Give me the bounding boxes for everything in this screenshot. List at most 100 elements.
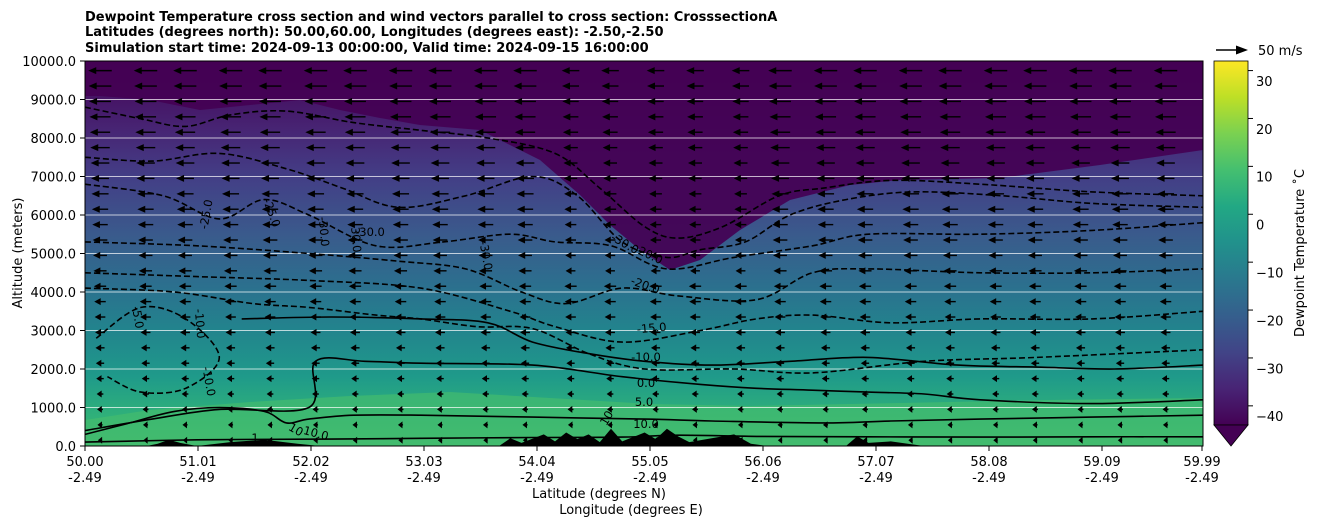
quiver-key-arrow-icon (1216, 45, 1248, 55)
wind-arrow (1032, 405, 1038, 413)
wind-arrow (226, 359, 235, 367)
wind-arrow (346, 205, 364, 213)
wind-arrow (176, 174, 194, 182)
wind-arrow (602, 128, 618, 136)
wind-arrow (821, 375, 830, 383)
wind-arrow (139, 282, 152, 290)
y-axis-label: Altitude (meters) (11, 198, 26, 309)
wind-arrow (140, 328, 151, 336)
wind-arrow (567, 421, 574, 429)
wind-arrow (992, 405, 999, 413)
wind-arrow (992, 390, 999, 398)
wind-arrow (688, 174, 702, 182)
dry-air-intrusion (85, 61, 1203, 270)
wind-arrow (602, 144, 618, 152)
wind-arrow (818, 236, 833, 244)
wind-arrow (264, 298, 276, 306)
wind-arrow (605, 267, 615, 275)
wind-arrow (993, 436, 998, 444)
wind-arrow (940, 144, 960, 152)
wind-arrow (602, 113, 618, 121)
wind-arrow (343, 67, 367, 75)
wind-arrow (1074, 282, 1087, 290)
x-tick-lat-label: 58.08 (970, 455, 1007, 470)
wind-arrow (88, 67, 112, 75)
wind-arrow (860, 344, 870, 352)
wind-arrow (817, 205, 834, 213)
wind-arrow (944, 298, 956, 306)
wind-arrow (344, 128, 366, 136)
y-tick-label: 7000.0 (31, 171, 77, 186)
wind-arrow (308, 236, 323, 244)
wind-arrow (309, 298, 322, 306)
x-axis-label-latitude: Latitude (degrees N) (532, 487, 666, 502)
wind-arrow (943, 282, 957, 290)
wind-arrow (1029, 313, 1041, 321)
wind-arrow (436, 390, 444, 398)
wind-arrow (1112, 236, 1128, 244)
wind-arrow (819, 298, 832, 306)
y-tick-label: 0.0 (55, 440, 76, 455)
wind-arrow (391, 159, 410, 167)
wind-arrow (221, 159, 240, 167)
wind-arrow (306, 190, 325, 198)
quiver-key-label: 50 m/s (1258, 44, 1303, 59)
wind-arrow (686, 67, 704, 75)
wind-arrow (218, 67, 243, 75)
wind-arrow (562, 113, 579, 121)
wind-arrow (393, 251, 408, 259)
wind-arrow (350, 328, 360, 336)
wind-arrow (1070, 144, 1091, 152)
x-tick-lon-label: -2.49 (746, 471, 780, 486)
contour-label: -30.0 (476, 239, 495, 271)
wind-arrow (561, 67, 580, 75)
wind-arrow (773, 267, 787, 275)
wind-arrow (516, 190, 534, 198)
wind-arrow (180, 359, 190, 367)
contour-line (85, 106, 1203, 239)
wind-arrow (263, 251, 277, 259)
wind-arrow (134, 82, 157, 90)
wind-arrow (731, 67, 750, 75)
wind-arrow (175, 144, 195, 152)
y-tick-label: 8000.0 (31, 132, 77, 147)
wind-arrow (1077, 405, 1084, 413)
wind-arrow (987, 205, 1004, 213)
wind-arrow (692, 421, 698, 429)
wind-arrow (938, 67, 962, 75)
wind-arrow (1072, 205, 1089, 213)
wind-arrow (1071, 174, 1090, 182)
wind-arrow (772, 221, 788, 229)
wind-arrow (820, 344, 831, 352)
wind-arrow (772, 236, 788, 244)
contour-label: -10.0 (631, 350, 661, 364)
wind-arrow (947, 405, 953, 413)
wind-arrow (178, 267, 192, 275)
wind-arrow (1108, 82, 1132, 90)
wind-arrow (1073, 251, 1088, 259)
wind-arrow (689, 221, 701, 229)
wind-arrow (564, 205, 577, 213)
wind-arrow (482, 405, 489, 413)
wind-arrow (1159, 298, 1172, 306)
wind-arrow (428, 67, 452, 75)
wind-arrow (265, 328, 275, 336)
wind-arrow (397, 421, 404, 429)
wind-arrow (137, 221, 154, 229)
wind-arrow (1075, 344, 1086, 352)
wind-arrow (943, 251, 957, 259)
wind-arrow (477, 205, 494, 213)
wind-arrow (907, 421, 914, 429)
wind-arrow (430, 159, 450, 167)
wind-arrow (816, 174, 835, 182)
wind-arrow (518, 267, 532, 275)
wind-arrow (1154, 113, 1177, 121)
wind-arrow (391, 174, 410, 182)
wind-arrow (1030, 344, 1040, 352)
wind-arrow (89, 97, 111, 105)
wind-arrow (1116, 390, 1124, 398)
wind-arrow (815, 144, 836, 152)
wind-arrow (473, 67, 498, 75)
wind-arrow (1115, 359, 1125, 367)
wind-arrow (733, 159, 748, 167)
